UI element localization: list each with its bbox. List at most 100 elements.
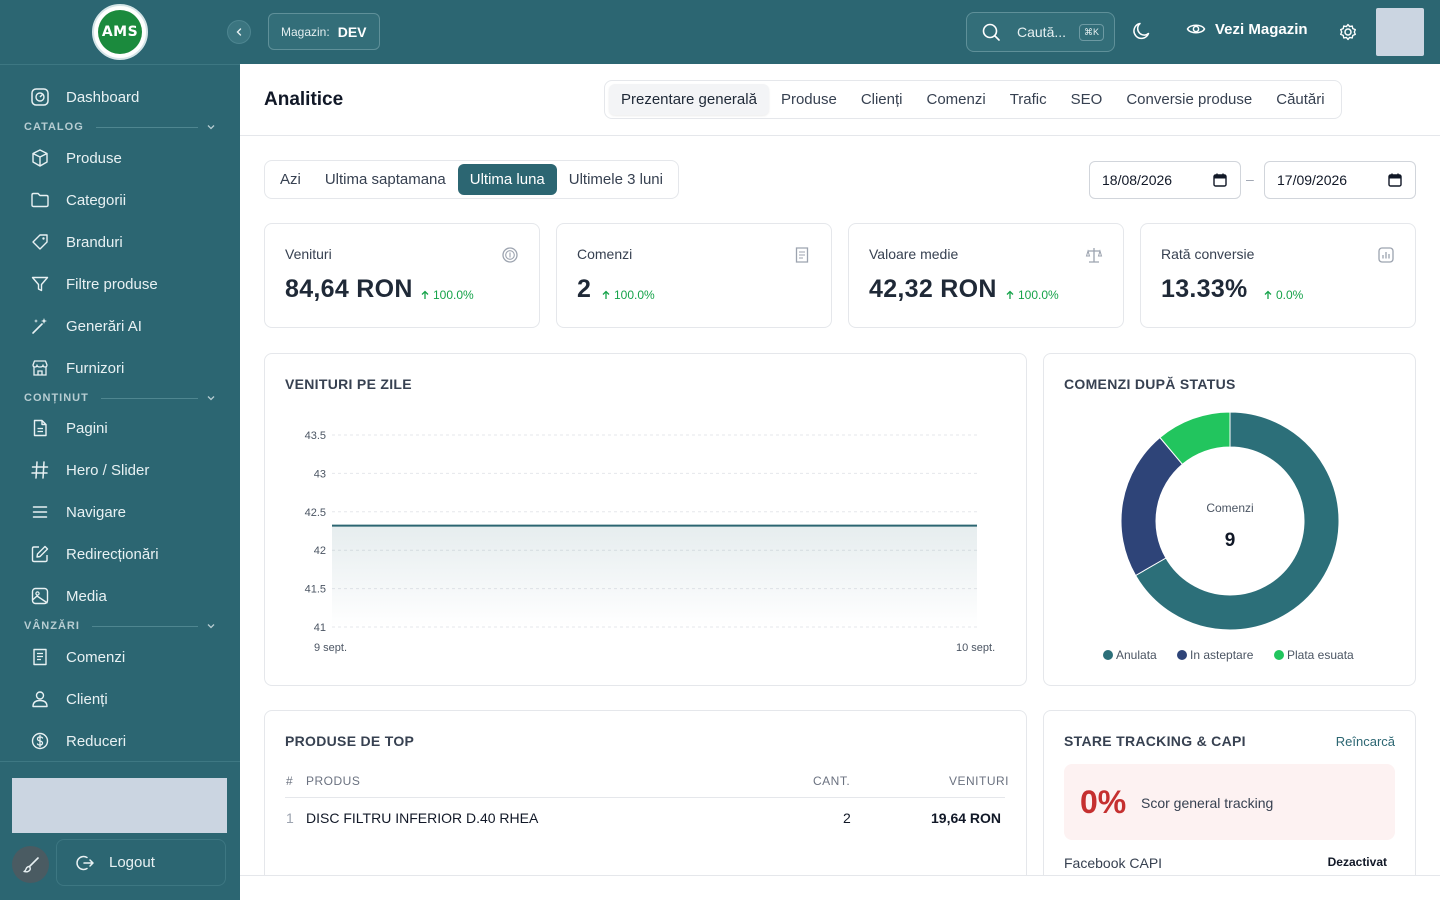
period-last-3-months-button[interactable]: Ultimele 3 luni: [568, 171, 663, 188]
y-tick-label: 43.5: [305, 430, 326, 442]
legend-label: In asteptare: [1190, 648, 1254, 662]
user-avatar[interactable]: [1376, 8, 1424, 56]
period-last-week-button[interactable]: Ultima saptamana: [324, 171, 446, 188]
kpi-value: 42,32 RON: [869, 275, 997, 303]
logout-label: Logout: [109, 854, 155, 871]
kpi-card-revenue: Venituri 84,64 RON 100.0%: [264, 223, 540, 328]
sidebar-item-categories[interactable]: Categorii: [30, 188, 126, 212]
logout-button[interactable]: Logout: [56, 839, 226, 886]
period-today-button[interactable]: Azi: [280, 171, 301, 188]
coin-icon: [502, 247, 518, 263]
y-tick-label: 42.5: [305, 507, 326, 519]
tab-traffic[interactable]: Trafic: [1009, 91, 1047, 108]
legend-swatch: [1103, 650, 1113, 660]
tab-orders[interactable]: Comenzi: [926, 91, 986, 108]
sidebar-item-dashboard[interactable]: Dashboard: [30, 85, 139, 109]
card-title: PRODUSE DE TOP: [285, 733, 415, 749]
settings-button[interactable]: [1337, 21, 1359, 43]
search-icon: [982, 23, 1000, 41]
logo[interactable]: AMS: [92, 4, 148, 60]
section-label: CONȚINUT: [24, 392, 89, 404]
sidebar-item-label: Clienți: [66, 690, 108, 708]
date-separator: –: [1246, 171, 1254, 187]
kpi-change: 100.0%: [1005, 288, 1059, 302]
sidebar-item-label: Comenzi: [66, 648, 126, 666]
kpi-label: Comenzi: [577, 246, 633, 262]
row-rank: 1: [286, 810, 294, 826]
period-selector: Azi Ultima saptamana Ultima luna Ultimel…: [264, 160, 679, 199]
search-input[interactable]: Caută... ⌘K: [966, 12, 1115, 52]
theme-brush-button[interactable]: [12, 846, 49, 883]
status-chart-card: COMENZI DUPĂ STATUS Comenzi 9 Anulata In as…: [1043, 353, 1416, 686]
tracking-score-label: Scor general tracking: [1141, 795, 1274, 811]
sidebar-item-ai-generations[interactable]: Generări AI: [30, 314, 142, 338]
store-value: DEV: [337, 23, 367, 40]
tab-overview[interactable]: Prezentare generală: [609, 84, 769, 115]
sidebar-item-customers[interactable]: Clienți: [30, 687, 108, 711]
store-selector[interactable]: Magazin: DEV: [268, 13, 380, 50]
date-from-input[interactable]: 18/08/2026: [1089, 161, 1241, 199]
pie-slice: [1159, 411, 1231, 466]
tracking-row: Facebook CAPI Dezactivat: [1064, 855, 1387, 871]
donut-center-label: Comenzi: [1206, 501, 1253, 515]
kpi-change-value: 0.0%: [1276, 288, 1304, 302]
card-title: STARE TRACKING & CAPI: [1064, 733, 1246, 749]
arrow-up-icon: [602, 290, 610, 299]
sidebar-item-product-filters[interactable]: Filtre produse: [30, 272, 158, 296]
brush-icon: [22, 856, 39, 873]
sidebar-item-products[interactable]: Produse: [30, 146, 122, 170]
tab-products[interactable]: Produse: [780, 91, 837, 108]
y-tick-label: 42: [314, 545, 326, 557]
sidebar-item-hero-slider[interactable]: Hero / Slider: [30, 458, 149, 482]
magic-wand-icon: [32, 318, 47, 334]
date-to-input[interactable]: 17/09/2026: [1264, 161, 1416, 199]
moon-icon: [1133, 22, 1150, 40]
period-last-month-button[interactable]: Ultima luna: [457, 164, 557, 195]
sidebar-item-label: Filtre produse: [66, 275, 158, 293]
section-catalog[interactable]: CATALOG: [24, 120, 216, 134]
pie-slice: [1120, 436, 1184, 577]
sidebar-item-orders[interactable]: Comenzi: [30, 645, 125, 669]
sidebar-item-label: Media: [66, 587, 107, 605]
tab-searches[interactable]: Căutări: [1276, 91, 1325, 108]
section-sales[interactable]: VÂNZĂRI: [24, 619, 216, 633]
kpi-label: Valoare medie: [869, 246, 959, 262]
donut-center-value: 9: [1225, 530, 1236, 551]
calendar-icon[interactable]: [1212, 172, 1228, 188]
tracking-card: STARE TRACKING & CAPI Reîncarcă 0% Scor …: [1043, 710, 1416, 900]
calendar-icon[interactable]: [1387, 172, 1403, 188]
sidebar-item-label: Redirecționări: [66, 545, 159, 563]
tracking-row-status: Dezactivat: [1327, 855, 1387, 869]
top-products-card: PRODUSE DE TOP # PRODUS CANT. VENITURI 1…: [264, 710, 1027, 900]
receipt-icon: [795, 247, 809, 263]
arrow-up-icon: [421, 290, 429, 299]
sidebar-promo-placeholder: [12, 778, 227, 833]
gear-icon: [1340, 23, 1356, 41]
logout-icon: [76, 855, 94, 870]
sidebar-item-label: Pagini: [66, 419, 108, 437]
sidebar-item-suppliers[interactable]: Furnizori: [30, 356, 124, 380]
chevron-down-icon: [207, 396, 215, 401]
sidebar-item-brands[interactable]: Branduri: [30, 230, 123, 254]
sidebar-item-redirects[interactable]: Redirecționări: [30, 542, 159, 566]
revenue-line-chart: 41 41.5 42 42.5 43 43.5 9 sept. 10 sept.: [305, 430, 996, 654]
sidebar-item-media[interactable]: Media: [30, 584, 107, 608]
bar-chart-icon: [1378, 247, 1394, 263]
view-store-button[interactable]: Vezi Magazin: [1186, 19, 1308, 39]
reload-link[interactable]: Reîncarcă: [1335, 734, 1395, 749]
sidebar-item-pages[interactable]: Pagini: [30, 416, 108, 440]
kpi-change: 100.0%: [420, 288, 474, 302]
sidebar-collapse-button[interactable]: [227, 20, 251, 44]
tab-seo[interactable]: SEO: [1070, 91, 1103, 108]
pie-slice: [1134, 411, 1340, 631]
tab-customers[interactable]: Clienți: [860, 91, 903, 108]
dark-mode-toggle[interactable]: [1131, 20, 1153, 42]
gauge-icon: [31, 88, 49, 106]
tab-product-conversion[interactable]: Conversie produse: [1126, 91, 1253, 108]
section-label: VÂNZĂRI: [24, 620, 80, 632]
chevron-left-icon: [236, 28, 242, 36]
chart-title: COMENZI DUPĂ STATUS: [1064, 376, 1236, 392]
sidebar-item-navigation[interactable]: Navigare: [30, 500, 126, 524]
section-content[interactable]: CONȚINUT: [24, 391, 216, 405]
sidebar-item-discounts[interactable]: Reduceri: [30, 729, 126, 753]
